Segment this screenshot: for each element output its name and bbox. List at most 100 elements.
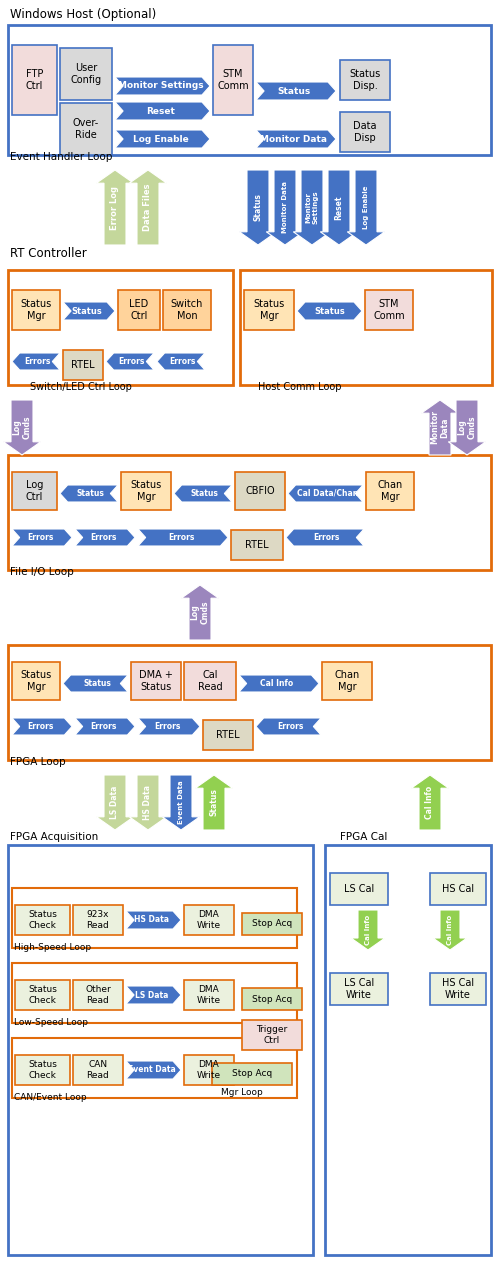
FancyBboxPatch shape: [12, 662, 60, 700]
Text: Log Enable: Log Enable: [363, 185, 369, 230]
Polygon shape: [126, 1060, 181, 1080]
Polygon shape: [129, 170, 167, 245]
Text: FTP
Ctrl: FTP Ctrl: [26, 69, 43, 90]
Text: Errors: Errors: [27, 723, 53, 732]
Text: Errors: Errors: [170, 357, 196, 366]
FancyBboxPatch shape: [340, 60, 390, 100]
Polygon shape: [3, 400, 41, 455]
Text: Monitor
Settings: Monitor Settings: [305, 190, 318, 225]
Text: Status: Status: [277, 86, 310, 95]
FancyBboxPatch shape: [15, 1055, 70, 1085]
Text: Status: Status: [210, 789, 219, 817]
Text: CAN
Read: CAN Read: [87, 1060, 109, 1080]
Polygon shape: [297, 302, 362, 320]
Text: Reset: Reset: [334, 196, 343, 220]
Text: Low-Speed Loop: Low-Speed Loop: [14, 1019, 88, 1027]
Text: LS Data: LS Data: [135, 991, 168, 999]
Text: Status
Mgr: Status Mgr: [253, 300, 284, 321]
Text: Windows Host (Optional): Windows Host (Optional): [10, 8, 156, 22]
Text: HS Data: HS Data: [134, 916, 169, 925]
Polygon shape: [12, 718, 72, 735]
Text: LED
Ctrl: LED Ctrl: [129, 300, 149, 321]
Text: Stop Acq: Stop Acq: [252, 919, 292, 928]
Polygon shape: [129, 775, 167, 831]
Polygon shape: [115, 77, 210, 95]
Text: Status
Mgr: Status Mgr: [20, 671, 51, 692]
Text: RTEL: RTEL: [216, 730, 240, 740]
Text: DMA
Write: DMA Write: [197, 1060, 221, 1080]
FancyBboxPatch shape: [330, 973, 388, 1005]
Polygon shape: [351, 911, 385, 950]
Polygon shape: [448, 400, 486, 455]
Text: Other
Read: Other Read: [85, 986, 111, 1005]
Polygon shape: [256, 130, 336, 149]
Text: Status: Status: [71, 306, 102, 315]
Text: Mgr Loop: Mgr Loop: [221, 1088, 263, 1097]
Text: Errors: Errors: [168, 533, 194, 542]
Polygon shape: [157, 353, 205, 370]
Text: STM
Comm: STM Comm: [373, 300, 405, 321]
Polygon shape: [63, 302, 115, 320]
Polygon shape: [60, 485, 118, 502]
Text: Errors: Errors: [90, 533, 116, 542]
Text: RTEL: RTEL: [71, 359, 95, 370]
Text: Data Files: Data Files: [144, 184, 153, 231]
Text: Stop Acq: Stop Acq: [232, 1069, 272, 1078]
Text: RT Controller: RT Controller: [10, 246, 87, 260]
Text: Log
Cmds: Log Cmds: [12, 415, 32, 439]
Text: Status
Mgr: Status Mgr: [130, 480, 162, 502]
FancyBboxPatch shape: [184, 1055, 234, 1085]
Text: Cal Info: Cal Info: [260, 679, 294, 688]
Polygon shape: [96, 170, 134, 245]
Polygon shape: [12, 530, 72, 546]
Text: CAN/Event Loop: CAN/Event Loop: [14, 1093, 87, 1102]
Text: Host Comm Loop: Host Comm Loop: [258, 382, 341, 392]
FancyBboxPatch shape: [12, 44, 57, 116]
Text: FPGA Acquisition: FPGA Acquisition: [10, 832, 98, 842]
FancyBboxPatch shape: [73, 906, 123, 935]
Text: LS Cal
Write: LS Cal Write: [344, 978, 374, 999]
Polygon shape: [433, 911, 467, 950]
Text: Errors: Errors: [277, 723, 303, 732]
Polygon shape: [75, 718, 135, 735]
FancyBboxPatch shape: [235, 472, 285, 511]
FancyBboxPatch shape: [184, 980, 234, 1010]
FancyBboxPatch shape: [184, 906, 234, 935]
Polygon shape: [421, 400, 459, 455]
FancyBboxPatch shape: [121, 472, 171, 511]
Polygon shape: [106, 353, 154, 370]
FancyBboxPatch shape: [213, 44, 253, 116]
Polygon shape: [240, 170, 277, 245]
Text: Errors: Errors: [25, 357, 51, 366]
Text: Status: Status: [83, 679, 111, 688]
FancyBboxPatch shape: [73, 980, 123, 1010]
Polygon shape: [126, 911, 181, 928]
Polygon shape: [411, 775, 449, 831]
Polygon shape: [239, 674, 319, 692]
Text: Status
Mgr: Status Mgr: [20, 300, 51, 321]
Polygon shape: [293, 170, 331, 245]
Text: Data
Disp: Data Disp: [353, 121, 377, 142]
Polygon shape: [138, 530, 228, 546]
Text: Switch/LED Ctrl Loop: Switch/LED Ctrl Loop: [30, 382, 132, 392]
Text: Errors: Errors: [27, 533, 53, 542]
FancyBboxPatch shape: [242, 1020, 302, 1050]
Text: RTEL: RTEL: [245, 540, 269, 550]
Text: Status
Disp.: Status Disp.: [349, 69, 381, 90]
Text: File I/O Loop: File I/O Loop: [10, 566, 74, 577]
Text: Monitor Settings: Monitor Settings: [118, 81, 203, 90]
Polygon shape: [181, 585, 219, 640]
FancyBboxPatch shape: [231, 530, 283, 560]
Polygon shape: [96, 775, 134, 831]
Polygon shape: [138, 718, 200, 735]
Polygon shape: [115, 102, 210, 119]
FancyBboxPatch shape: [15, 906, 70, 935]
Text: User
Config: User Config: [70, 64, 102, 85]
Text: Trigger
Ctrl: Trigger Ctrl: [256, 1025, 287, 1045]
Text: Chan
Mgr: Chan Mgr: [377, 480, 403, 502]
Text: Cal
Read: Cal Read: [198, 671, 223, 692]
FancyBboxPatch shape: [330, 872, 388, 906]
Text: DMA
Write: DMA Write: [197, 986, 221, 1005]
Text: Status
Check: Status Check: [28, 911, 57, 930]
FancyBboxPatch shape: [15, 980, 70, 1010]
